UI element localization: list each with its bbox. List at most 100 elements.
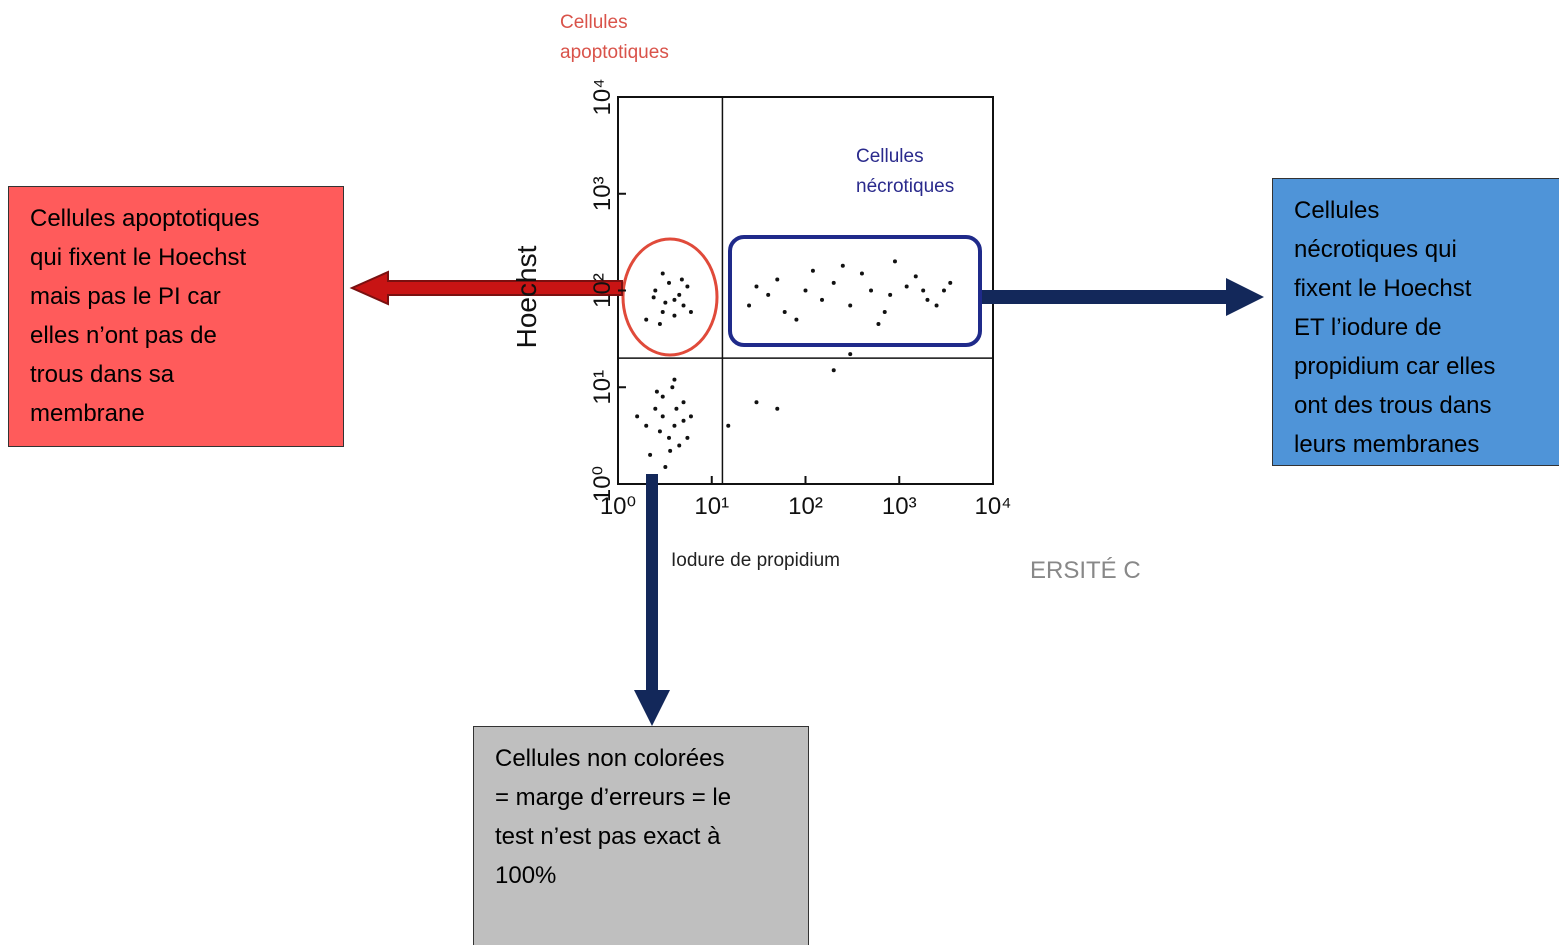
box-text: = marge d’erreurs = le bbox=[495, 784, 731, 811]
point bbox=[689, 414, 693, 418]
point bbox=[661, 395, 665, 399]
point bbox=[685, 436, 689, 440]
point bbox=[658, 429, 662, 433]
point bbox=[680, 277, 684, 281]
x-tick-label: 10² bbox=[788, 493, 823, 520]
point bbox=[794, 318, 798, 322]
point bbox=[655, 390, 659, 394]
apoptotic-gate bbox=[623, 239, 717, 355]
point bbox=[682, 400, 686, 404]
point bbox=[783, 310, 787, 314]
box-text: leurs membranes bbox=[1294, 431, 1479, 458]
point bbox=[832, 281, 836, 285]
point bbox=[948, 281, 952, 285]
point bbox=[848, 352, 852, 356]
box-text: 100% bbox=[495, 862, 556, 889]
y-tick-label: 10⁰ bbox=[589, 466, 616, 502]
box-text: nécrotiques qui bbox=[1294, 236, 1457, 263]
point bbox=[876, 322, 880, 326]
box-text: test n’est pas exact à bbox=[495, 823, 721, 850]
point bbox=[689, 310, 693, 314]
point bbox=[661, 271, 665, 275]
point bbox=[754, 400, 758, 404]
box-text: mais pas le PI car bbox=[30, 283, 221, 310]
point bbox=[682, 419, 686, 423]
box-text: Cellules apoptotiques bbox=[30, 205, 260, 232]
point bbox=[658, 322, 662, 326]
point bbox=[653, 407, 657, 411]
watermark: ERSITÉ C bbox=[1030, 557, 1141, 584]
arrow-down bbox=[634, 474, 670, 726]
point bbox=[661, 414, 665, 418]
point bbox=[677, 293, 681, 297]
point bbox=[652, 295, 656, 299]
point bbox=[905, 284, 909, 288]
point bbox=[775, 407, 779, 411]
annotation: apoptotiques bbox=[560, 42, 669, 63]
box-text: trous dans sa bbox=[30, 361, 175, 388]
point bbox=[811, 269, 815, 273]
x-axis-label: Iodure de propidium bbox=[671, 550, 840, 571]
point bbox=[644, 424, 648, 428]
point bbox=[832, 368, 836, 372]
box-text: qui fixent le Hoechst bbox=[30, 244, 246, 271]
box-text: ont des trous dans bbox=[1294, 392, 1491, 419]
box-text: membrane bbox=[30, 400, 145, 427]
annotation: Cellules bbox=[856, 146, 924, 167]
x-tick-label: 10⁴ bbox=[974, 493, 1011, 520]
y-tick-label: 10⁴ bbox=[589, 78, 616, 115]
y-tick-label: 10³ bbox=[589, 176, 616, 211]
point bbox=[663, 301, 667, 305]
point bbox=[935, 303, 939, 307]
point bbox=[653, 289, 657, 293]
y-tick-label: 10¹ bbox=[589, 370, 616, 405]
point bbox=[726, 424, 730, 428]
point bbox=[674, 407, 678, 411]
point bbox=[667, 281, 671, 285]
annotation: Cellules bbox=[560, 12, 628, 33]
point bbox=[677, 443, 681, 447]
point bbox=[754, 284, 758, 288]
point bbox=[869, 289, 873, 293]
box-text: elles n’ont pas de bbox=[30, 322, 217, 349]
point bbox=[848, 303, 852, 307]
point bbox=[672, 378, 676, 382]
point bbox=[766, 293, 770, 297]
x-tick-label: 10³ bbox=[882, 493, 917, 520]
point bbox=[661, 310, 665, 314]
point bbox=[648, 453, 652, 457]
point bbox=[682, 303, 686, 307]
point bbox=[942, 289, 946, 293]
point bbox=[644, 318, 648, 322]
point bbox=[804, 289, 808, 293]
point bbox=[893, 259, 897, 263]
point bbox=[668, 449, 672, 453]
point bbox=[914, 274, 918, 278]
point bbox=[663, 465, 667, 469]
point bbox=[685, 284, 689, 288]
point bbox=[672, 298, 676, 302]
point bbox=[883, 310, 887, 314]
y-tick-label: 10² bbox=[589, 273, 616, 308]
annotation: nécrotiques bbox=[856, 176, 954, 197]
x-tick-label: 10¹ bbox=[694, 493, 729, 520]
point bbox=[672, 424, 676, 428]
y-axis-label: Hoechst bbox=[511, 245, 542, 348]
point bbox=[747, 303, 751, 307]
box-text: propidium car elles bbox=[1294, 353, 1495, 380]
point bbox=[860, 271, 864, 275]
point bbox=[667, 436, 671, 440]
point bbox=[921, 289, 925, 293]
point bbox=[820, 298, 824, 302]
point bbox=[670, 385, 674, 389]
point bbox=[888, 293, 892, 297]
arrow-right bbox=[982, 278, 1264, 316]
box-text: Cellules bbox=[1294, 197, 1379, 224]
point bbox=[841, 264, 845, 268]
box-text: fixent le Hoechst bbox=[1294, 275, 1472, 302]
box-text: ET l’iodure de bbox=[1294, 314, 1442, 341]
point bbox=[635, 414, 639, 418]
arrow-left bbox=[352, 272, 622, 304]
